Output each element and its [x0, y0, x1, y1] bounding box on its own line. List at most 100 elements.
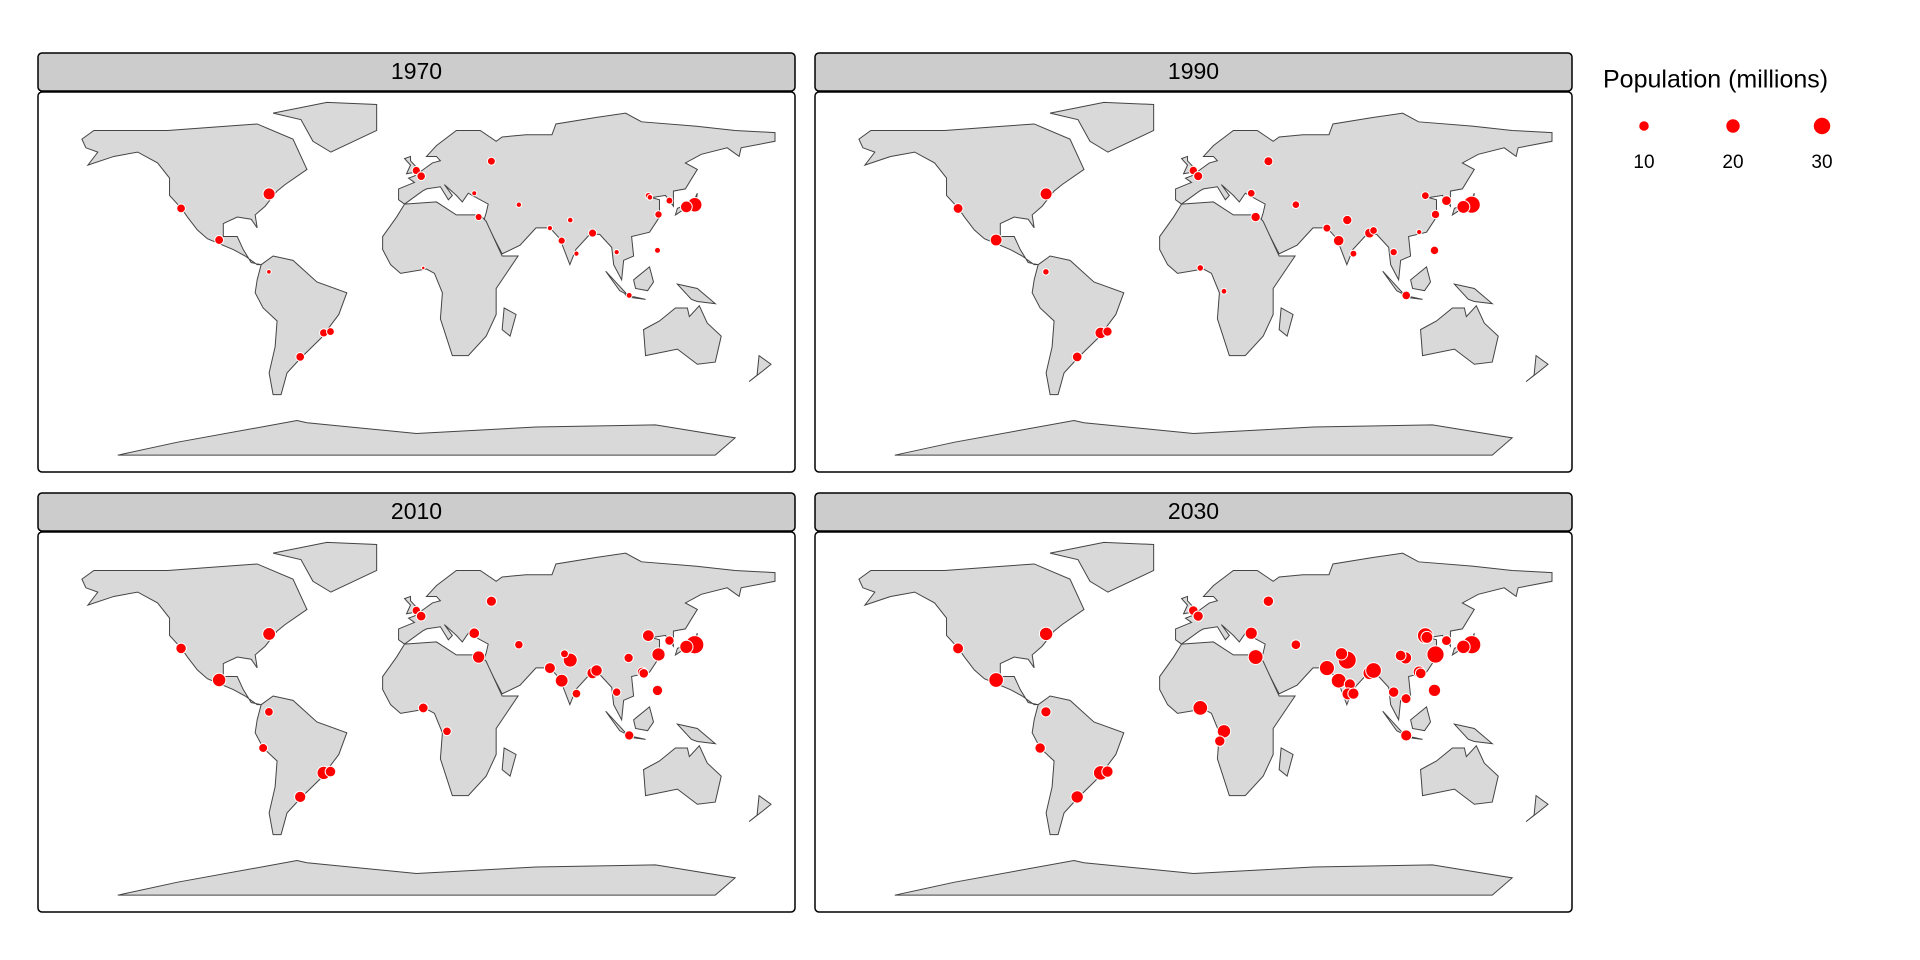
- land: [1278, 307, 1294, 337]
- city-bubble: [653, 246, 661, 254]
- land: [382, 641, 520, 797]
- facet-strip: [814, 52, 1573, 92]
- city-bubble: [679, 639, 694, 655]
- land: [858, 123, 1085, 266]
- city-bubble: [1365, 662, 1382, 679]
- city-bubble: [471, 650, 486, 664]
- city-bubble: [1322, 223, 1332, 233]
- city-bubble: [1330, 672, 1347, 689]
- land: [1410, 265, 1432, 292]
- land: [398, 112, 776, 282]
- city-bubble: [590, 664, 603, 677]
- city-bubble: [1420, 630, 1434, 644]
- land: [1159, 201, 1297, 357]
- facet-strip: [814, 492, 1573, 532]
- city-bubble: [1401, 290, 1412, 301]
- city-bubble: [1334, 647, 1349, 661]
- city-bubble: [324, 765, 337, 778]
- city-bubble: [1291, 200, 1301, 210]
- city-bubble: [1038, 626, 1054, 642]
- city-bubble: [1416, 228, 1423, 236]
- city-bubble: [1420, 191, 1430, 201]
- city-bubble: [1387, 686, 1400, 698]
- land: [1382, 710, 1405, 736]
- city-bubble: [1262, 595, 1275, 607]
- land: [117, 860, 737, 896]
- city-bubble: [415, 610, 427, 622]
- city-bubble: [258, 743, 269, 753]
- land: [272, 541, 378, 593]
- city-bubble: [651, 647, 666, 662]
- city-bubble: [1196, 264, 1205, 272]
- city-bubble: [514, 639, 524, 650]
- land: [1420, 304, 1499, 365]
- city-bubble: [1250, 211, 1261, 223]
- city-bubble: [571, 688, 582, 699]
- city-bubble: [1247, 649, 1264, 665]
- legend-label: 20: [1722, 152, 1743, 173]
- city-bubble: [1441, 195, 1452, 206]
- city-bubble: [1394, 649, 1407, 662]
- city-bubble: [1214, 735, 1226, 747]
- land: [643, 304, 722, 365]
- legend-key: [1726, 119, 1740, 133]
- city-bubble: [262, 187, 276, 201]
- city-bubble: [1400, 729, 1413, 742]
- city-bubble: [554, 673, 569, 688]
- land: [254, 255, 348, 396]
- land: [1525, 354, 1549, 382]
- city-bubble: [989, 233, 1003, 247]
- city-bubble: [566, 216, 574, 224]
- city-bubble: [1456, 639, 1471, 655]
- land: [1175, 552, 1553, 722]
- city-bubble: [1192, 700, 1209, 716]
- city-bubble: [1429, 245, 1440, 256]
- land: [675, 283, 717, 305]
- city-bubble: [1430, 209, 1441, 220]
- city-bubble: [1193, 171, 1204, 182]
- land: [858, 563, 1085, 706]
- city-bubble: [295, 352, 306, 362]
- land: [1525, 794, 1549, 822]
- city-bubble: [1427, 683, 1442, 698]
- city-bubble: [1400, 693, 1412, 705]
- land: [1049, 101, 1155, 153]
- city-bubble: [988, 672, 1004, 688]
- facet-title: 2010: [391, 498, 442, 524]
- land: [633, 265, 655, 292]
- city-bubble: [646, 194, 654, 201]
- facet-title: 2030: [1168, 498, 1219, 524]
- land: [1410, 705, 1432, 732]
- city-bubble: [486, 156, 496, 166]
- land: [1452, 283, 1494, 305]
- city-bubble: [471, 190, 478, 197]
- land: [675, 723, 717, 745]
- facet-title: 1970: [391, 58, 442, 84]
- land: [748, 354, 772, 382]
- city-bubble: [1426, 645, 1445, 664]
- legend-label: 10: [1633, 152, 1654, 173]
- land: [382, 201, 520, 357]
- city-bubble: [1039, 187, 1053, 201]
- land: [272, 101, 378, 153]
- city-bubble: [638, 668, 650, 679]
- city-bubble: [1034, 742, 1046, 754]
- city-bubble: [1246, 188, 1256, 198]
- city-bubble: [1349, 249, 1358, 258]
- city-bubble: [474, 213, 483, 222]
- city-bubble: [665, 196, 674, 205]
- city-bubble: [1441, 635, 1452, 647]
- city-bubble: [1332, 234, 1345, 247]
- facet-title: 1990: [1168, 58, 1219, 84]
- legend-title: Population (millions): [1603, 66, 1828, 94]
- city-bubble: [442, 726, 452, 737]
- city-bubble: [651, 684, 664, 697]
- city-bubble: [543, 662, 556, 675]
- city-bubble: [1347, 687, 1360, 700]
- land: [1452, 723, 1494, 745]
- city-bubble: [1220, 287, 1228, 295]
- land: [1175, 112, 1553, 282]
- city-bubble: [1042, 268, 1050, 276]
